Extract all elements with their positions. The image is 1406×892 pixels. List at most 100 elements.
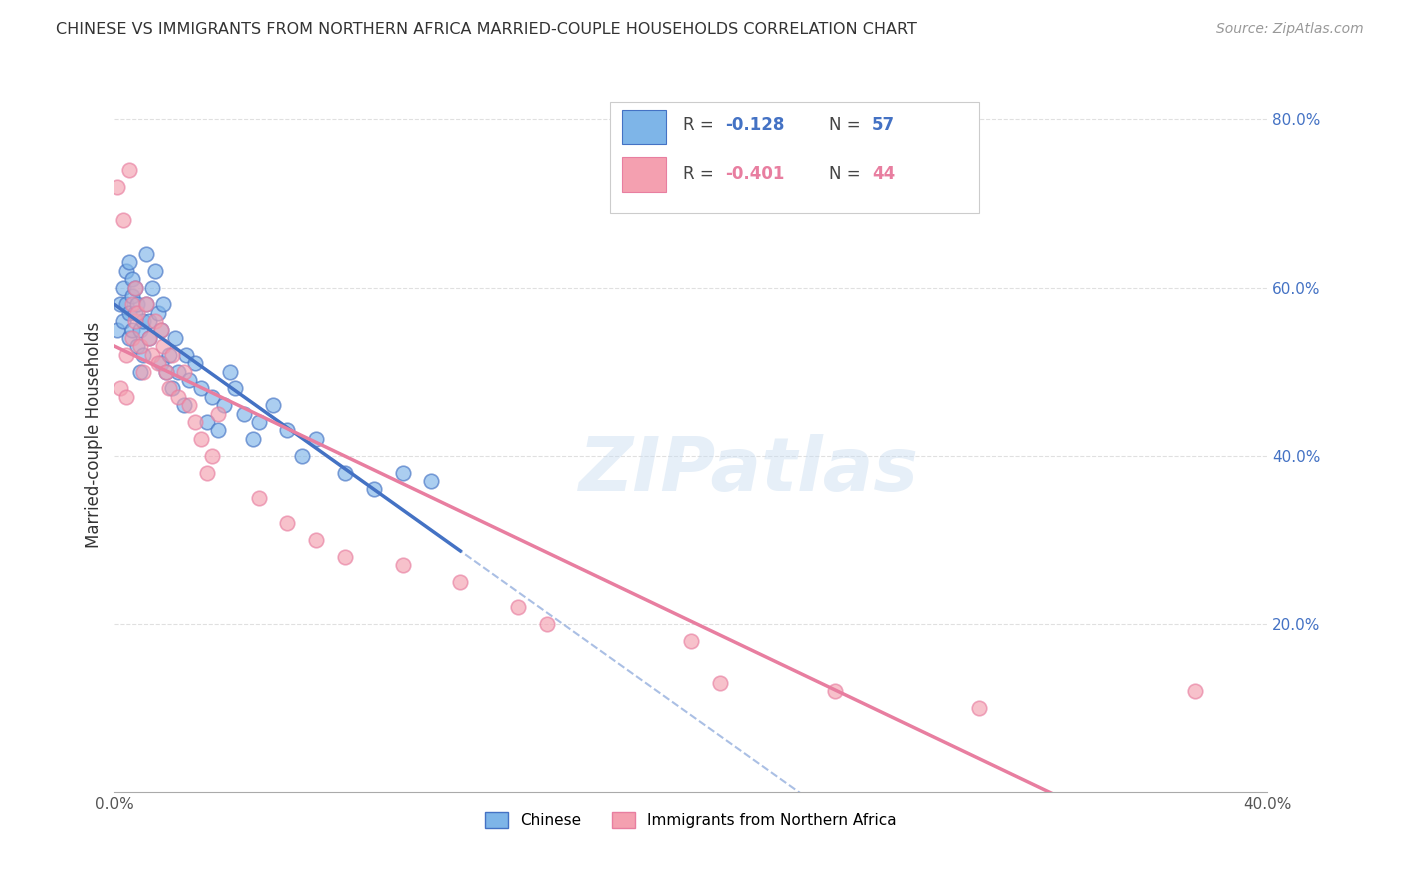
Point: [449, 574, 471, 589]
Point: [276, 516, 298, 530]
Point: [127, 339, 149, 353]
Point: [105, 323, 128, 337]
Point: [157, 348, 180, 362]
Point: [127, 297, 149, 311]
FancyBboxPatch shape: [621, 110, 665, 144]
Point: [124, 280, 146, 294]
Point: [173, 398, 195, 412]
Point: [179, 373, 201, 387]
Point: [157, 382, 180, 396]
Point: [195, 415, 218, 429]
Point: [291, 449, 314, 463]
Text: 57: 57: [872, 116, 896, 135]
Point: [129, 339, 152, 353]
Legend: Chinese, Immigrants from Northern Africa: Chinese, Immigrants from Northern Africa: [479, 806, 903, 834]
Point: [224, 382, 246, 396]
Text: R =: R =: [683, 165, 718, 183]
Point: [121, 297, 143, 311]
Point: [146, 356, 169, 370]
Y-axis label: Married-couple Households: Married-couple Households: [86, 322, 103, 548]
Point: [141, 280, 163, 294]
Text: Source: ZipAtlas.com: Source: ZipAtlas.com: [1216, 22, 1364, 37]
Point: [115, 390, 138, 404]
Point: [118, 306, 141, 320]
FancyBboxPatch shape: [610, 103, 979, 213]
Point: [127, 306, 149, 320]
Point: [132, 348, 155, 362]
Point: [115, 297, 138, 311]
Point: [149, 323, 172, 337]
Point: [163, 331, 186, 345]
Point: [184, 356, 207, 370]
Point: [121, 323, 143, 337]
Point: [149, 356, 172, 370]
Point: [121, 331, 143, 345]
Point: [124, 314, 146, 328]
Point: [173, 365, 195, 379]
Point: [105, 179, 128, 194]
Point: [138, 331, 160, 345]
Point: [201, 449, 224, 463]
Point: [201, 390, 224, 404]
Point: [247, 415, 270, 429]
Text: R =: R =: [683, 116, 718, 135]
Point: [115, 264, 138, 278]
Point: [207, 424, 229, 438]
Text: -0.401: -0.401: [725, 165, 785, 183]
Point: [190, 432, 212, 446]
Point: [276, 424, 298, 438]
Text: ZIPatlas: ZIPatlas: [578, 434, 918, 507]
Point: [152, 297, 174, 311]
Point: [1184, 684, 1206, 698]
Point: [141, 348, 163, 362]
Point: [363, 483, 385, 497]
Point: [143, 314, 166, 328]
Point: [160, 382, 183, 396]
Point: [155, 365, 177, 379]
Point: [121, 289, 143, 303]
Point: [124, 306, 146, 320]
Point: [212, 398, 235, 412]
Point: [242, 432, 264, 446]
Point: [333, 466, 356, 480]
Point: [391, 466, 413, 480]
Point: [218, 365, 240, 379]
Point: [112, 314, 135, 328]
Point: [184, 415, 207, 429]
Point: [108, 297, 131, 311]
Point: [262, 398, 284, 412]
Point: [166, 365, 188, 379]
FancyBboxPatch shape: [621, 158, 665, 192]
Point: [115, 348, 138, 362]
Point: [132, 314, 155, 328]
Point: [135, 297, 157, 311]
Point: [112, 280, 135, 294]
Point: [108, 382, 131, 396]
Text: N =: N =: [830, 116, 866, 135]
Point: [143, 264, 166, 278]
Point: [155, 365, 177, 379]
Point: [709, 675, 731, 690]
Point: [176, 348, 198, 362]
Point: [112, 213, 135, 227]
Text: CHINESE VS IMMIGRANTS FROM NORTHERN AFRICA MARRIED-COUPLE HOUSEHOLDS CORRELATION: CHINESE VS IMMIGRANTS FROM NORTHERN AFRI…: [56, 22, 917, 37]
Point: [138, 314, 160, 328]
Point: [679, 633, 702, 648]
Point: [506, 600, 529, 615]
Point: [129, 323, 152, 337]
Point: [135, 297, 157, 311]
Point: [195, 466, 218, 480]
Point: [967, 701, 990, 715]
Point: [207, 407, 229, 421]
Point: [190, 382, 212, 396]
Point: [146, 306, 169, 320]
Point: [166, 390, 188, 404]
Point: [179, 398, 201, 412]
Point: [233, 407, 256, 421]
Point: [247, 491, 270, 505]
Point: [152, 339, 174, 353]
Point: [149, 323, 172, 337]
Point: [118, 162, 141, 177]
Point: [391, 558, 413, 572]
Point: [135, 247, 157, 261]
